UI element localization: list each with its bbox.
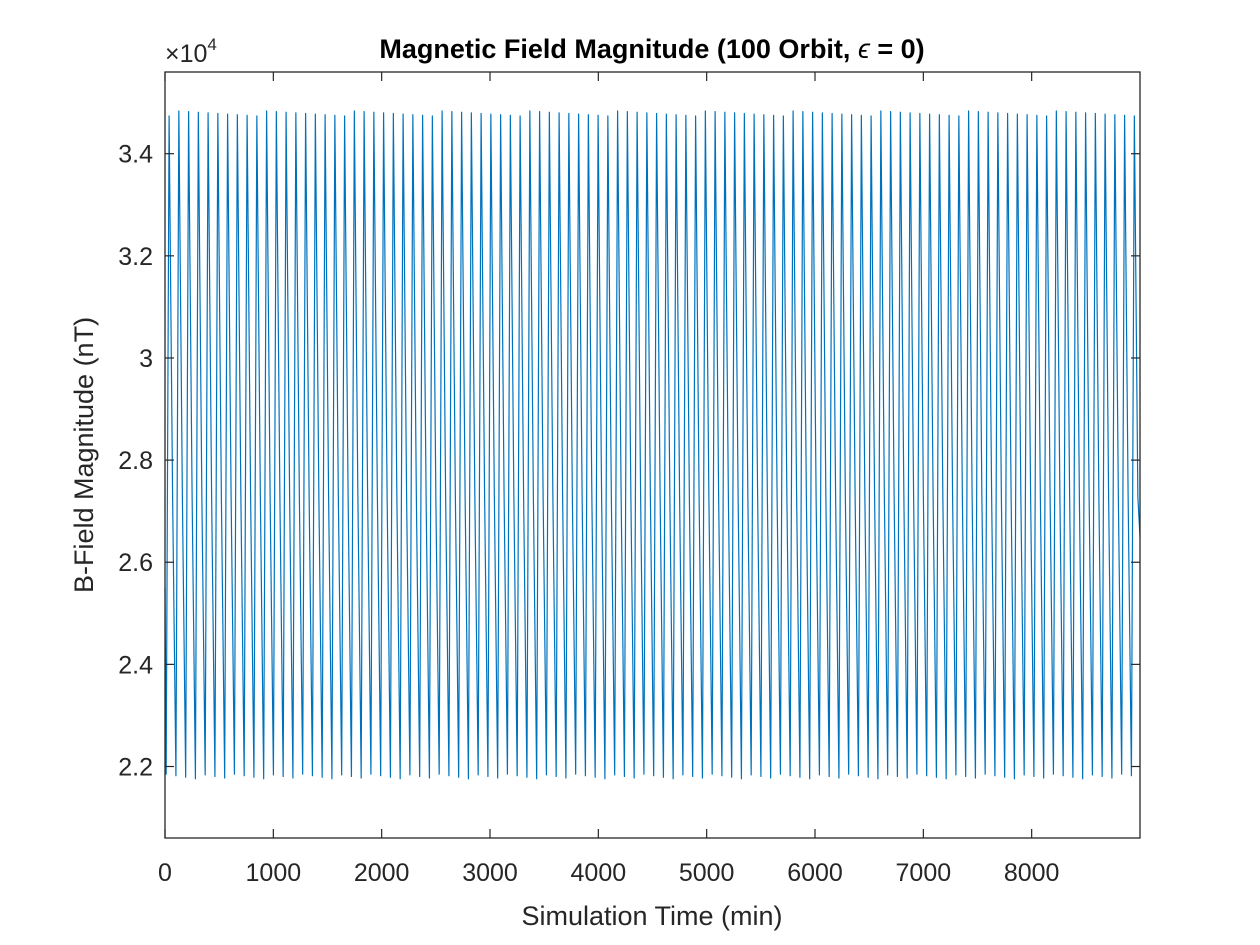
x-tick-label: 2000 bbox=[354, 859, 410, 887]
chart-title: Magnetic Field Magnitude (100 Orbit, ϵ =… bbox=[379, 34, 924, 64]
x-axis-ticks: 0 1000 2000 3000 4000 5000 6000 7000 8000 bbox=[158, 72, 1059, 887]
x-tick-label: 3000 bbox=[462, 859, 518, 887]
y-axis-label: B-Field Magnitude (nT) bbox=[69, 317, 99, 593]
series-layer bbox=[164, 110, 1141, 780]
x-tick-label: 4000 bbox=[571, 859, 627, 887]
y-tick-label: 2.4 bbox=[118, 651, 153, 679]
y-axis-ticks: 2.2 2.4 2.6 2.8 3 3.2 3.4 bbox=[118, 141, 1140, 782]
x-axis-label: Simulation Time (min) bbox=[521, 901, 782, 931]
y-tick-label: 3.4 bbox=[118, 141, 153, 169]
x-tick-label: 5000 bbox=[679, 859, 735, 887]
axes-box bbox=[164, 71, 1141, 839]
y-tick-label: 2.2 bbox=[118, 754, 153, 782]
y-tick-label: 2.8 bbox=[118, 447, 153, 475]
y-tick-label: 3 bbox=[139, 345, 153, 373]
x-tick-label: 1000 bbox=[246, 859, 302, 887]
y-exponent-label: ×104 bbox=[165, 35, 217, 68]
y-tick-label: 3.2 bbox=[118, 243, 153, 271]
series-line-bfield bbox=[164, 110, 1141, 780]
x-tick-label: 6000 bbox=[787, 859, 843, 887]
x-tick-label: 0 bbox=[158, 859, 172, 887]
x-tick-label: 7000 bbox=[896, 859, 952, 887]
y-tick-label: 2.6 bbox=[118, 549, 153, 577]
x-tick-label: 8000 bbox=[1004, 859, 1060, 887]
